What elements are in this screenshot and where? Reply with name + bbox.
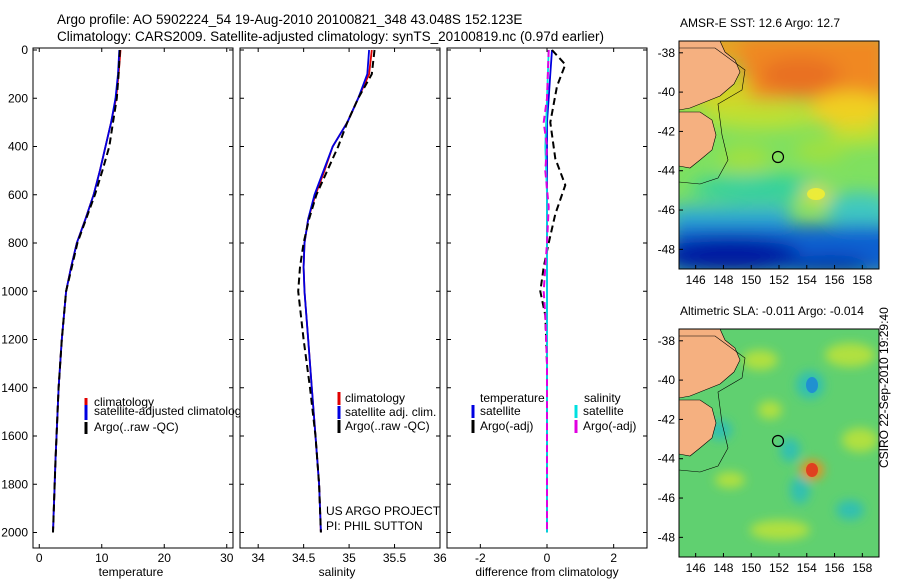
y-tick-label: 200 <box>8 91 28 105</box>
legend-salinity-title: salinity <box>584 391 621 405</box>
map-y-tick-label: -44 <box>658 452 676 466</box>
y-tick-label: 0 <box>21 43 28 57</box>
map-x-tick-label: 146 <box>686 561 706 575</box>
y-tick-label: 1600 <box>1 429 28 443</box>
figure-title-line-2: Climatology: CARS2009. Satellite-adjuste… <box>57 29 605 44</box>
map-x-tick-label: 154 <box>797 273 817 287</box>
map-y-tick-label: -42 <box>658 412 676 426</box>
map-x-tick-label: 154 <box>797 561 817 575</box>
x-tick-label: 0 <box>36 551 43 565</box>
sst-field <box>679 41 879 269</box>
x-tick-label: 10 <box>95 551 109 565</box>
series-line-argo-raw-qc- <box>52 49 121 533</box>
series-line-temperature-argo-adj- <box>539 49 567 533</box>
island-land <box>679 399 717 457</box>
x-tick-label: 36 <box>433 551 447 565</box>
legend-argo-label: Argo(..raw -QC) <box>345 419 430 433</box>
y-tick-label: 2000 <box>1 526 28 540</box>
map-y-tick-label: -38 <box>658 46 676 60</box>
map-y-tick-label: -40 <box>658 85 676 99</box>
island-land <box>679 111 717 169</box>
y-tick-label: 1800 <box>1 477 28 491</box>
map-x-tick-label: 156 <box>825 561 845 575</box>
argo-float-marker <box>771 150 785 164</box>
x-tick-label: 35.5 <box>383 551 407 565</box>
y-tick-label: 1000 <box>1 284 28 298</box>
map-y-tick-label: -38 <box>658 334 676 348</box>
legend-temp-argo-label: Argo(-adj) <box>480 419 533 433</box>
map-x-tick-label: 148 <box>713 273 733 287</box>
x-tick-label: 30 <box>220 551 234 565</box>
y-tick-label: 1400 <box>1 381 28 395</box>
credit-line-1: US ARGO PROJECT <box>326 504 441 518</box>
salinity-xlabel: salinity <box>319 565 356 579</box>
x-tick-label: -2 <box>475 551 486 565</box>
map-y-tick-label: -48 <box>658 242 676 256</box>
legend-satellite-label: satellite adj. clim. <box>345 405 436 419</box>
legend-satellite-label: satellite-adjusted climatology <box>94 404 247 418</box>
map-y-tick-label: -42 <box>658 124 676 138</box>
series-line-salinity-argo-adj- <box>542 49 550 533</box>
sla-map: 146 148 150 152 154 156 158 -38 -40 -42 -44 -46 -48 <box>658 328 880 575</box>
credit-line-2: PI: PHIL SUTTON <box>326 519 423 533</box>
salinity-plot-frame <box>239 47 441 549</box>
legend-temp-satellite-label: satellite <box>480 404 521 418</box>
map-x-tick-label: 150 <box>741 273 761 287</box>
x-tick-label: 34 <box>252 551 266 565</box>
x-tick-label: 20 <box>158 551 172 565</box>
map-x-tick-label: 158 <box>852 561 872 575</box>
x-tick-label: 0 <box>544 551 551 565</box>
map-x-tick-label: 152 <box>769 561 789 575</box>
temperature-plot-frame <box>32 47 234 549</box>
map-x-tick-label: 156 <box>825 273 845 287</box>
temperature-xlabel: temperature <box>99 565 164 579</box>
legend-climatology-label: climatology <box>345 391 405 405</box>
map-y-tick-label: -44 <box>658 164 676 178</box>
y-tick-label: 600 <box>8 188 28 202</box>
temperature-legend: climatology satellite-adjusted climatolo… <box>84 395 247 434</box>
x-tick-label: 2 <box>610 551 617 565</box>
map-x-tick-label: 158 <box>852 273 872 287</box>
difference-panel: -2 0 2 difference from climatology tempera… <box>446 47 648 579</box>
salinity-panel: 34 34.5 35 35.5 36 salinity climatology sate… <box>239 47 447 579</box>
figure-title-line-1: Argo profile: AO 5902224_54 19-Aug-2010 … <box>57 12 523 27</box>
series-line-argo-raw-qc- <box>297 49 376 533</box>
legend-argo-label: Argo(..raw -QC) <box>94 420 179 434</box>
mainland-land <box>679 41 741 111</box>
x-tick-label: 35 <box>342 551 356 565</box>
difference-legend: temperature satellite Argo(-adj) salinit… <box>471 391 636 433</box>
sla-field <box>679 329 879 557</box>
y-tick-label: 400 <box>8 140 28 154</box>
temperature-panel: 0 10 20 30 0 200 400 600 800 1000 1200 1400 1600 1800… <box>1 43 247 579</box>
mainland-land <box>679 329 741 399</box>
y-tick-label: 1200 <box>1 333 28 347</box>
legend-sal-argo-label: Argo(-adj) <box>583 419 636 433</box>
difference-xlabel: difference from climatology <box>475 565 618 579</box>
map-y-tick-label: -46 <box>658 491 676 505</box>
map-y-tick-label: -40 <box>658 373 676 387</box>
map-y-tick-label: -48 <box>658 530 676 544</box>
map-y-tick-label: -46 <box>658 203 676 217</box>
series-line-satellite-adjusted-climatology <box>52 49 121 533</box>
legend-sal-satellite-label: satellite <box>583 404 624 418</box>
y-tick-label: 800 <box>8 236 28 250</box>
sla-map-title: Altimetric SLA: -0.011 Argo: -0.014 <box>680 304 864 318</box>
sst-map-title: AMSR-E SST: 12.6 Argo: 12.7 <box>680 16 841 30</box>
legend-climatology-label: climatology <box>94 395 154 409</box>
map-x-tick-label: 148 <box>713 561 733 575</box>
argo-float-marker <box>771 434 785 448</box>
map-x-tick-label: 150 <box>741 561 761 575</box>
map-x-tick-label: 146 <box>686 273 706 287</box>
sst-map: 146 148 150 152 154 156 158 -38 -40 -42 -44 -46 -48 <box>658 40 880 287</box>
map-x-tick-label: 152 <box>769 273 789 287</box>
legend-temperature-title: temperature <box>480 391 545 405</box>
salinity-legend: climatology satellite adj. clim. Argo(..… <box>337 391 436 433</box>
x-tick-label: 34.5 <box>292 551 316 565</box>
